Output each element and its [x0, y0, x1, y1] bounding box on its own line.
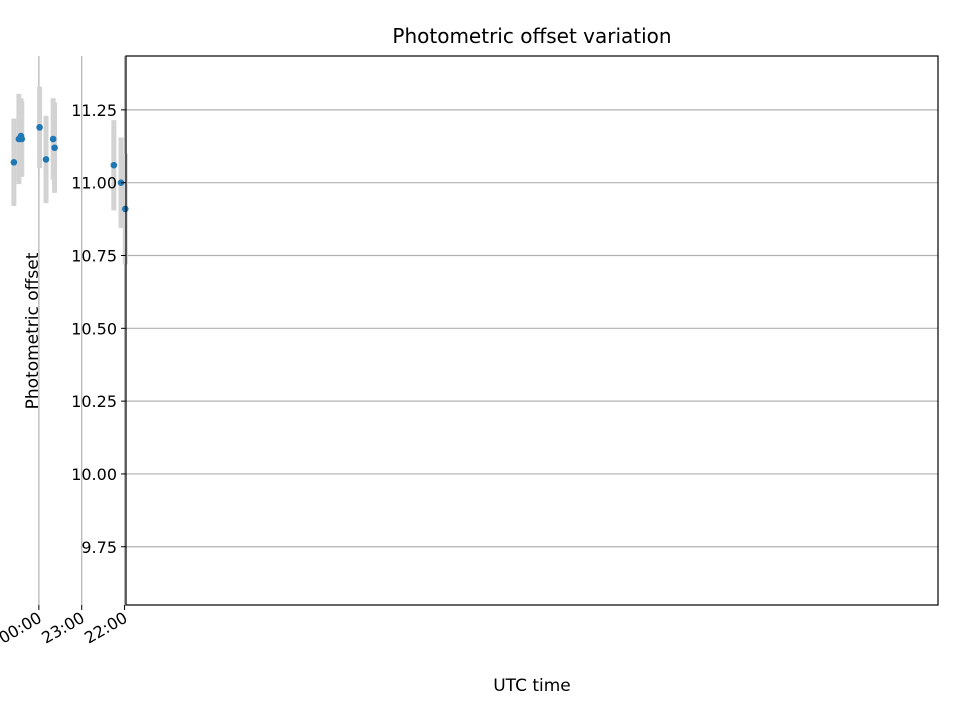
y-tick-label: 10.25: [71, 392, 117, 411]
y-tick-label: 10.50: [71, 319, 117, 338]
y-tick-label: 10.00: [71, 465, 117, 484]
y-tick-label: 9.75: [81, 538, 117, 557]
y-tick-label: 10.75: [71, 247, 117, 266]
data-point: [15, 135, 23, 143]
grid-layer: [38, 56, 938, 605]
data-point: [121, 205, 129, 213]
chart-title: Photometric offset variation: [392, 24, 671, 48]
y-tick-label: 11.00: [71, 174, 117, 193]
data-point: [51, 144, 58, 152]
x-axis-label: UTC time: [493, 676, 571, 696]
data-point: [10, 159, 18, 166]
x-tick-label: 00:00: [0, 608, 45, 648]
data-point: [42, 156, 50, 163]
data-point: [49, 135, 57, 143]
tick-layer: 22:0023:0000:0001:0002:0003:009.7510.001…: [0, 101, 131, 648]
x-tick-label: 22:00: [81, 608, 130, 648]
y-axis-label: Photometric offset: [23, 252, 43, 409]
data-point: [110, 161, 118, 169]
y-tick-label: 11.25: [71, 101, 117, 120]
data-point: [36, 124, 43, 131]
plot-frame: [125, 55, 939, 606]
x-tick-label: 23:00: [38, 608, 87, 648]
